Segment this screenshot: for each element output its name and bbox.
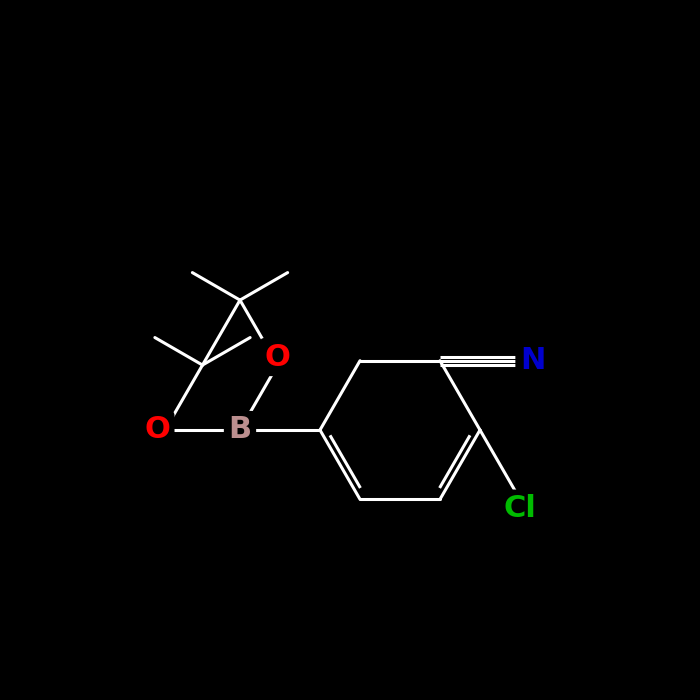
Text: O: O [144, 416, 170, 444]
Text: N: N [520, 346, 546, 375]
Text: Cl: Cl [503, 494, 536, 523]
Text: B: B [228, 416, 251, 444]
Text: O: O [265, 342, 290, 372]
